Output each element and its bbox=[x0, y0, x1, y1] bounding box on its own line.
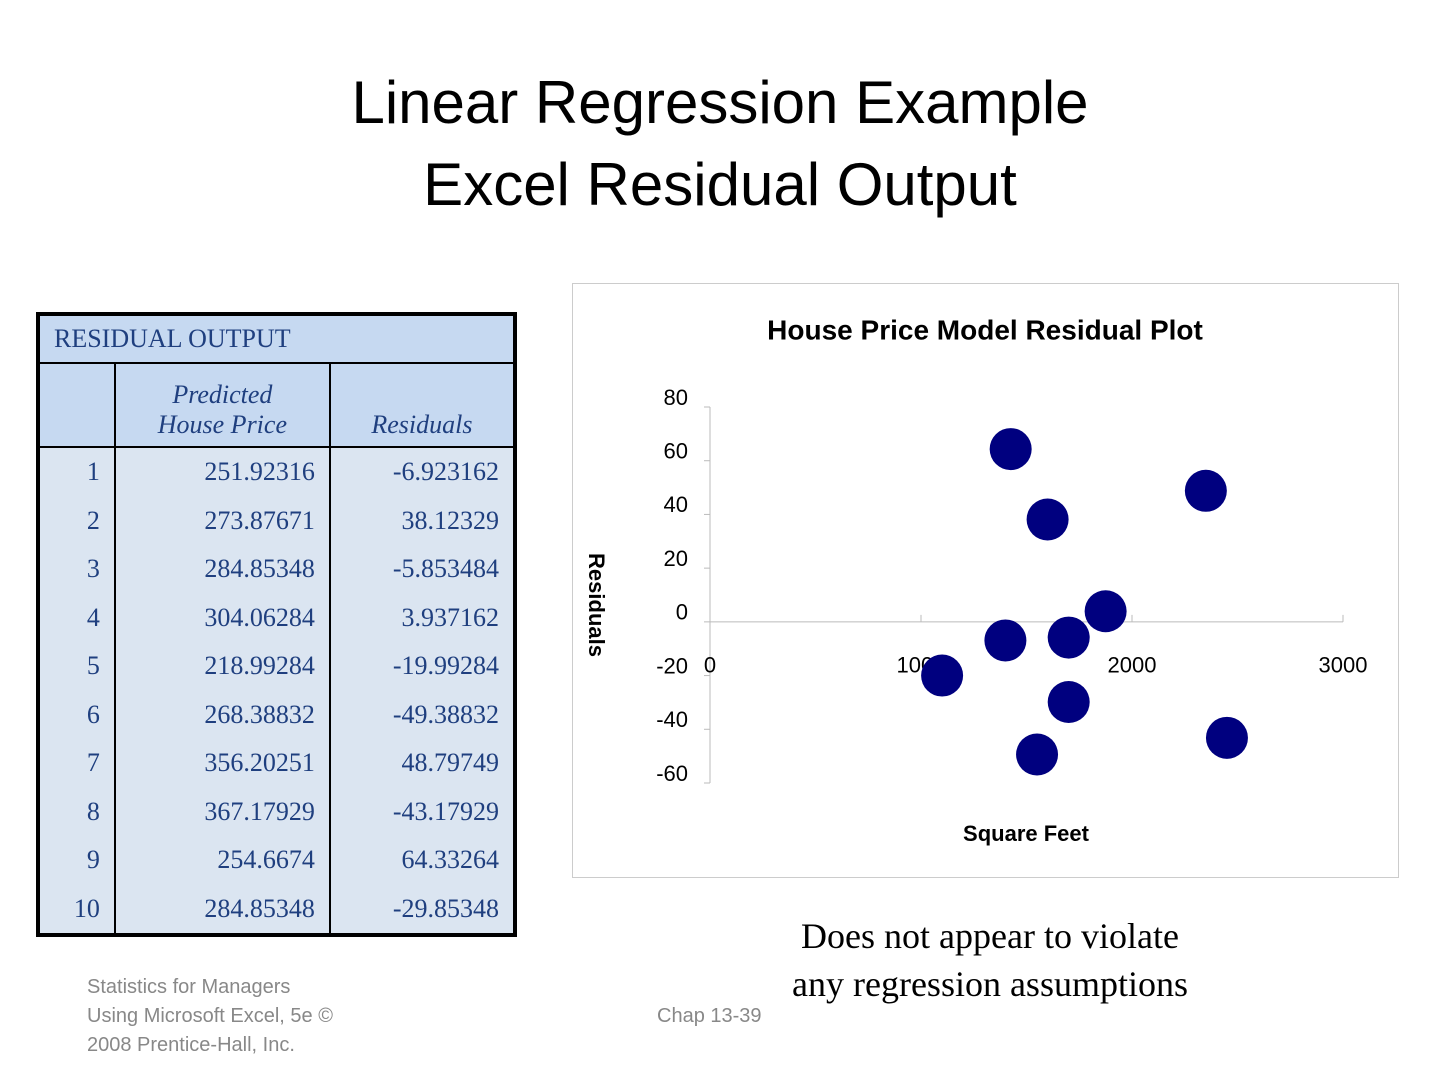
cell: 7 bbox=[37, 739, 115, 788]
table-title: RESIDUAL OUTPUT bbox=[37, 314, 515, 364]
cell: 5 bbox=[37, 642, 115, 691]
cell: 304.06284 bbox=[113, 593, 330, 642]
cell: -29.85348 bbox=[328, 884, 515, 935]
column-header: Residuals bbox=[328, 363, 515, 448]
column-header-line: Predicted bbox=[172, 380, 273, 409]
cell: -6.923162 bbox=[328, 447, 515, 497]
data-row: 5 218.99284 -19.99284 bbox=[37, 642, 515, 691]
y-tick-label: 80 bbox=[664, 385, 688, 410]
point bbox=[1084, 590, 1127, 633]
point bbox=[1205, 716, 1248, 759]
x-tick-label: 3000 bbox=[1319, 653, 1368, 678]
data-row: 8 367.17929 -43.17929 bbox=[37, 787, 515, 836]
column-header: Predicted House Price bbox=[113, 363, 330, 448]
y-tick-label: 0 bbox=[676, 600, 688, 625]
chart-title: House Price Model Residual Plot bbox=[767, 314, 1203, 345]
footer-source: Statistics for Managers Using Microsoft … bbox=[87, 973, 333, 1060]
data-row: 4 304.06284 3.937162 bbox=[37, 593, 515, 642]
data-row: 6 268.38832 -49.38832 bbox=[37, 690, 515, 739]
residual-table: RESIDUAL OUTPUT Predicted House Price Resid… bbox=[36, 312, 517, 937]
cell: 4 bbox=[37, 593, 115, 642]
data-row: 2 273.87671 38.12329 bbox=[37, 496, 515, 545]
y-tick-label: -60 bbox=[656, 761, 688, 786]
footer-line: Statistics for Managers bbox=[87, 976, 291, 998]
data-row: 1 251.92316 -6.923162 bbox=[37, 447, 515, 497]
column-header bbox=[37, 363, 115, 448]
cell: -49.38832 bbox=[328, 690, 515, 739]
y-tick-label: -20 bbox=[656, 653, 688, 678]
cell: 284.85348 bbox=[113, 545, 330, 594]
footer-line: Using Microsoft Excel, 5e © bbox=[87, 1005, 333, 1027]
cell: 367.17929 bbox=[113, 787, 330, 836]
cell: 254.6674 bbox=[113, 836, 330, 885]
point bbox=[1047, 616, 1090, 659]
title-line: Excel Residual Output bbox=[423, 151, 1017, 218]
note-line: any regression assumptions bbox=[792, 964, 1188, 1004]
y-tick-label: -40 bbox=[656, 707, 688, 732]
point bbox=[984, 619, 1027, 662]
point bbox=[1026, 498, 1069, 541]
cell: 356.20251 bbox=[113, 739, 330, 788]
cell: 273.87671 bbox=[113, 496, 330, 545]
cell: 2 bbox=[37, 496, 115, 545]
x-tick-label: 2000 bbox=[1108, 653, 1157, 678]
cell: -5.853484 bbox=[328, 545, 515, 594]
point bbox=[921, 654, 964, 697]
point bbox=[1016, 733, 1059, 776]
data-row: 10 284.85348 -29.85348 bbox=[37, 884, 515, 935]
cell: 3.937162 bbox=[328, 593, 515, 642]
point bbox=[1184, 469, 1227, 512]
cell: 9 bbox=[37, 836, 115, 885]
cell: 3 bbox=[37, 545, 115, 594]
cell: 284.85348 bbox=[113, 884, 330, 935]
column-header-line: House Price bbox=[157, 410, 287, 439]
cell: -19.99284 bbox=[328, 642, 515, 691]
footer-page: Chap 13-39 bbox=[657, 1005, 762, 1027]
slide-title: Linear Regression Example Excel Residual… bbox=[0, 62, 1440, 226]
point bbox=[1047, 681, 1090, 724]
title-line: Linear Regression Example bbox=[351, 69, 1089, 136]
data-row: 9 254.6674 64.33264 bbox=[37, 836, 515, 885]
cell: 218.99284 bbox=[113, 642, 330, 691]
note-line: Does not appear to violate bbox=[801, 916, 1179, 956]
title-row: RESIDUAL OUTPUT bbox=[37, 314, 515, 364]
cell: 10 bbox=[37, 884, 115, 935]
y-tick-label: 40 bbox=[664, 492, 688, 517]
y-axis-label: Residuals bbox=[584, 553, 609, 657]
header-row: Predicted House Price Residuals bbox=[37, 363, 515, 448]
cell: 1 bbox=[37, 447, 115, 497]
cell: -43.17929 bbox=[328, 787, 515, 836]
cell: 38.12329 bbox=[328, 496, 515, 545]
cell: 64.33264 bbox=[328, 836, 515, 885]
data-row: 7 356.20251 48.79749 bbox=[37, 739, 515, 788]
cell: 251.92316 bbox=[113, 447, 330, 497]
footer-line: 2008 Prentice-Hall, Inc. bbox=[87, 1034, 295, 1056]
data-row: 3 284.85348 -5.853484 bbox=[37, 545, 515, 594]
x-axis-label: Square Feet bbox=[963, 821, 1090, 846]
note: Does not appear to violate any regressio… bbox=[740, 912, 1240, 1008]
cell: 48.79749 bbox=[328, 739, 515, 788]
cell: 6 bbox=[37, 690, 115, 739]
y-tick-label: 60 bbox=[664, 439, 688, 464]
cell: 8 bbox=[37, 787, 115, 836]
cell: 268.38832 bbox=[113, 690, 330, 739]
point bbox=[989, 428, 1032, 471]
y-tick-label: 20 bbox=[664, 546, 688, 571]
x-tick-label: 0 bbox=[704, 653, 716, 678]
chart: House Price Model Residual Plot Square Fe… bbox=[572, 283, 1399, 878]
